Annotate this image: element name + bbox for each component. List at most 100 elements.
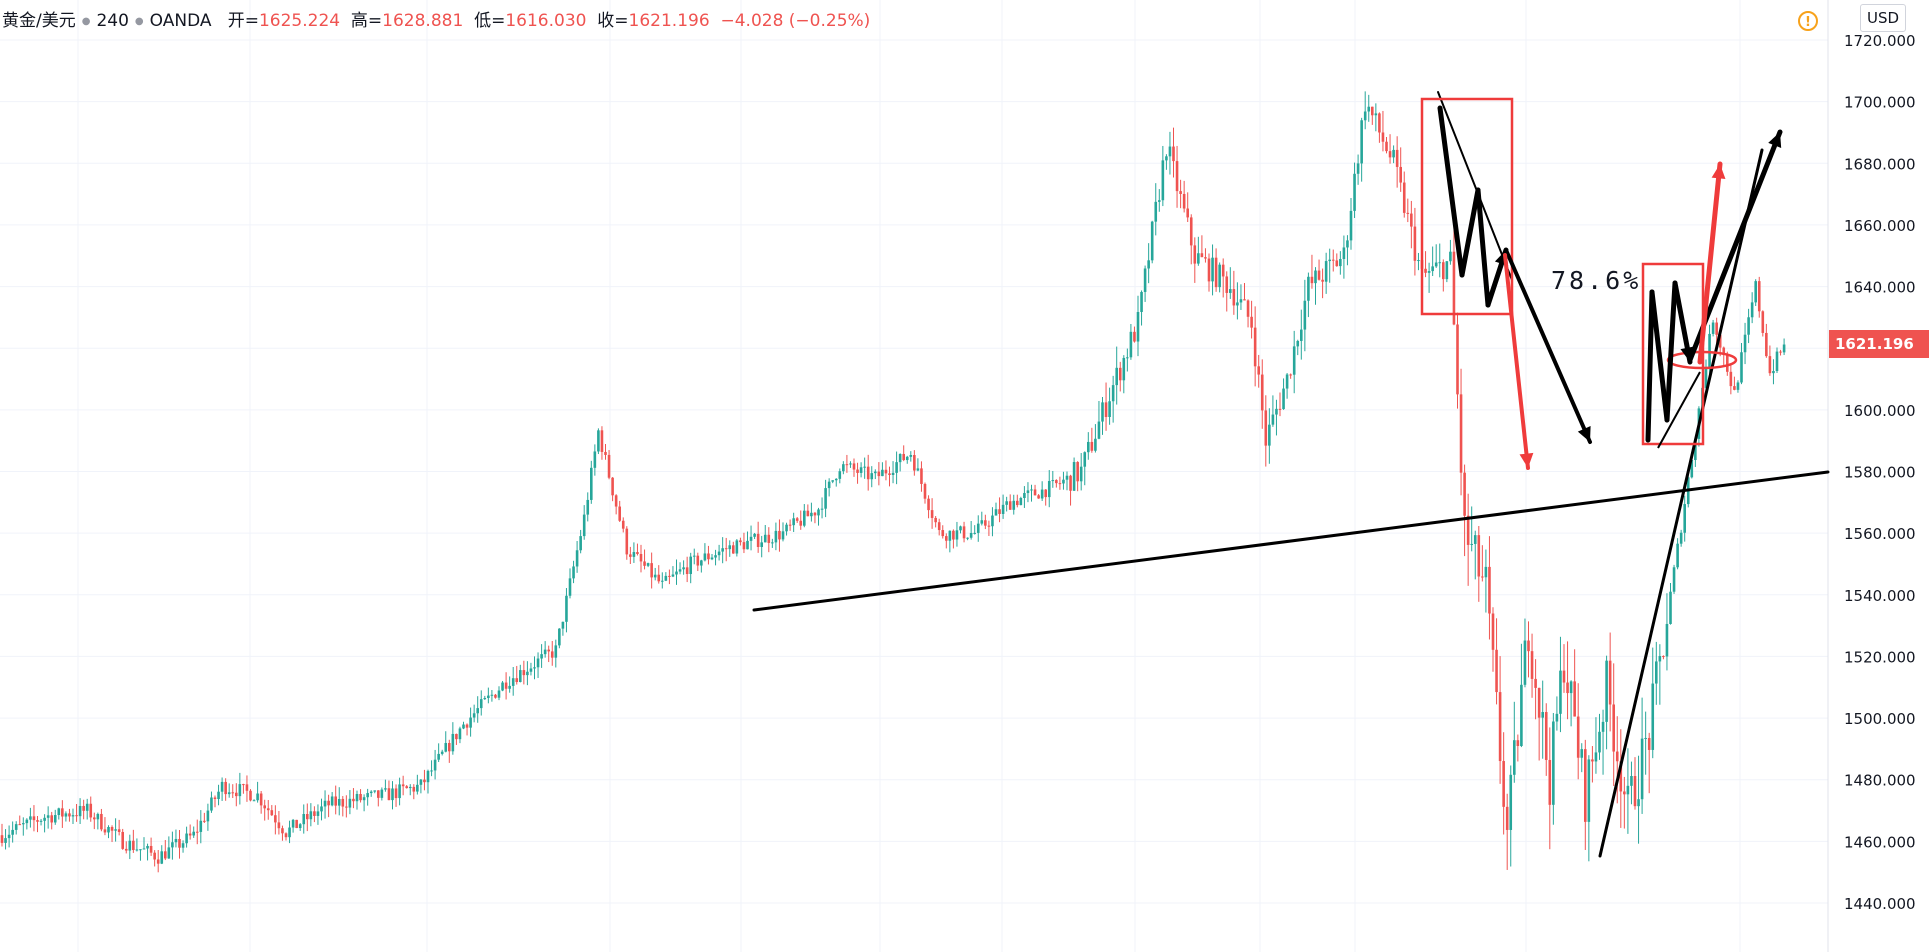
candle-body: [760, 542, 763, 547]
fib-annotation-label[interactable]: 78.6%: [1551, 266, 1642, 295]
candle-body: [430, 770, 433, 772]
candle-body: [1040, 489, 1044, 499]
candle-body: [1772, 371, 1775, 374]
candle-body: [291, 819, 295, 828]
candle-body: [621, 520, 625, 529]
candle-body: [387, 788, 391, 801]
candle-body: [405, 786, 408, 789]
candle-body: [164, 851, 167, 859]
candle-body: [582, 514, 586, 537]
candle-body: [1711, 322, 1715, 334]
candle-body: [519, 670, 522, 683]
candle-body: [380, 789, 384, 798]
candle-body: [1463, 472, 1466, 516]
symbol-label[interactable]: 黄金/美元: [2, 11, 76, 31]
candle-body: [895, 462, 898, 473]
candle-body: [639, 553, 643, 562]
candle-body: [1481, 576, 1484, 578]
candle-body: [1026, 490, 1030, 494]
candle-body: [1399, 166, 1402, 183]
candle-body: [483, 697, 487, 700]
candle-body: [955, 530, 959, 540]
candle-body: [692, 555, 696, 557]
candle-body: [724, 548, 728, 550]
candle-body: [653, 574, 657, 578]
interval-label[interactable]: 240: [96, 11, 129, 31]
candle-body: [781, 531, 785, 540]
candle-body: [1608, 660, 1612, 705]
candle-body: [888, 473, 891, 475]
candle-body: [1704, 368, 1708, 388]
candle-body: [884, 469, 888, 474]
candle-body: [7, 834, 11, 839]
candle-body: [1150, 221, 1154, 261]
candle-body: [1555, 713, 1559, 722]
candle-body: [1601, 721, 1605, 732]
candle-body: [96, 813, 100, 820]
candle-body: [1694, 438, 1697, 461]
arrow-red-down-head: [1519, 452, 1534, 468]
y-tick-label: 1520.000: [1844, 648, 1916, 666]
candle-body: [1317, 270, 1321, 280]
candle-body: [18, 824, 22, 826]
candle-body: [334, 796, 337, 806]
candle-body: [1044, 489, 1047, 498]
candle-body: [1509, 774, 1513, 830]
candle-body: [1349, 210, 1353, 241]
candle-body: [29, 816, 32, 820]
candle-body: [451, 733, 455, 752]
candle-body: [586, 499, 590, 515]
candle-body: [774, 530, 778, 543]
candle-body: [270, 810, 274, 816]
candle-body: [1477, 535, 1481, 577]
candle-body: [412, 786, 416, 792]
currency-button[interactable]: USD: [1860, 4, 1906, 32]
ohlc-legend: 黄金/美元 ● 240 ● OANDA 开=1625.224 高=1628.881 低=…: [2, 6, 870, 31]
candle-body: [408, 786, 412, 789]
candle-body: [1402, 182, 1406, 213]
candle-body: [579, 536, 582, 551]
candle-body: [203, 820, 206, 822]
candle-body: [962, 526, 966, 539]
candle-body: [153, 852, 156, 860]
candle-body: [1459, 394, 1463, 473]
candle-body: [121, 831, 124, 849]
candle-body: [398, 784, 401, 799]
candle-body: [149, 845, 153, 853]
candle-body: [1548, 759, 1552, 805]
candle-body: [1665, 623, 1669, 657]
candle-body: [362, 797, 366, 801]
candle-body: [1544, 712, 1548, 760]
candle-body: [874, 471, 877, 474]
candle-body: [1505, 806, 1509, 830]
candle-body: [1580, 749, 1584, 758]
trendline-minor: [1657, 371, 1701, 449]
candle-body: [188, 833, 192, 836]
candle-body: [316, 811, 320, 816]
candle-body: [980, 520, 984, 524]
candle-body: [827, 481, 831, 489]
candle-body: [714, 555, 717, 558]
candle-body: [554, 645, 558, 658]
candle-body: [625, 528, 629, 555]
candle-body: [220, 781, 224, 792]
candle-body: [1669, 591, 1672, 624]
candle-body: [401, 784, 405, 787]
high-value: 1628.881: [382, 11, 464, 31]
candle-body: [1023, 493, 1026, 499]
candle-body: [263, 805, 266, 809]
candle-body: [1051, 480, 1055, 482]
candle-body: [526, 671, 529, 676]
candle-body: [966, 537, 969, 539]
candle-body: [763, 534, 767, 543]
candle-body: [1388, 151, 1392, 158]
candle-body: [231, 792, 235, 794]
candle-body: [171, 842, 174, 848]
candle-body: [1257, 366, 1260, 375]
candle-body: [984, 520, 987, 526]
candle-body: [167, 847, 171, 859]
exclamation-circle-icon[interactable]: !: [1798, 11, 1818, 31]
candle-body: [1740, 352, 1743, 383]
